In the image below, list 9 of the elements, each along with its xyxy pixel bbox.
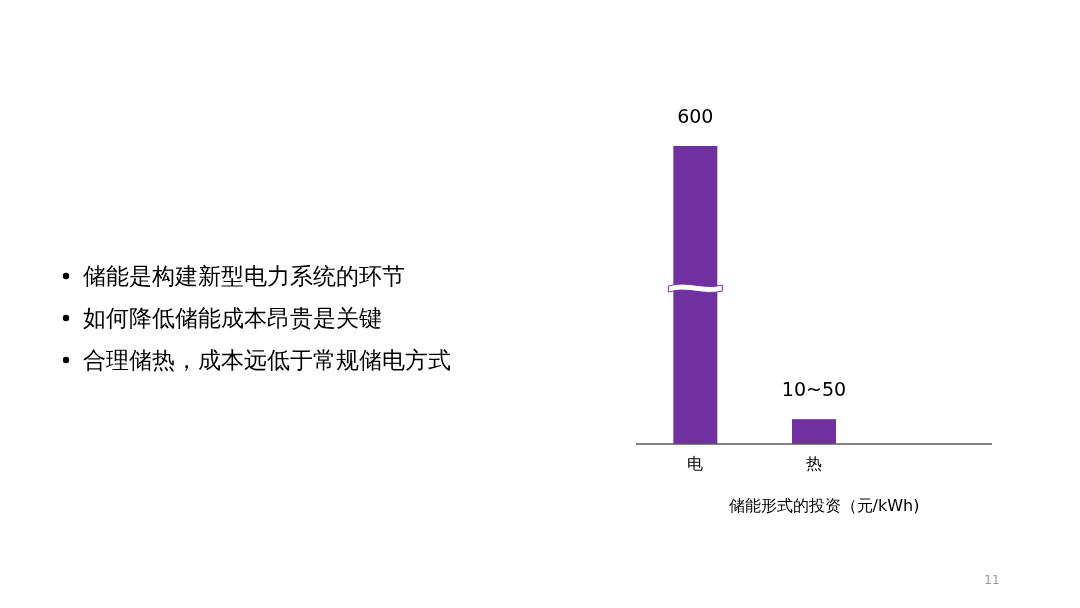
data-label: 600 — [677, 105, 714, 127]
text: 合理储热，成本远低于常规储电方式 — [83, 347, 451, 373]
data-label: 10~50 — [781, 378, 847, 401]
x-tick-label: 热 — [806, 454, 822, 473]
x-axis-title: 储能形式的投资（元/kWh) — [728, 496, 920, 515]
x-tick-label: 电 — [687, 454, 704, 473]
text: 如何降低储能成本昂贵是关键 — [83, 305, 382, 331]
text: 11 — [984, 573, 1000, 587]
text: 储能是构建新型电力系统的环节 — [83, 263, 405, 289]
